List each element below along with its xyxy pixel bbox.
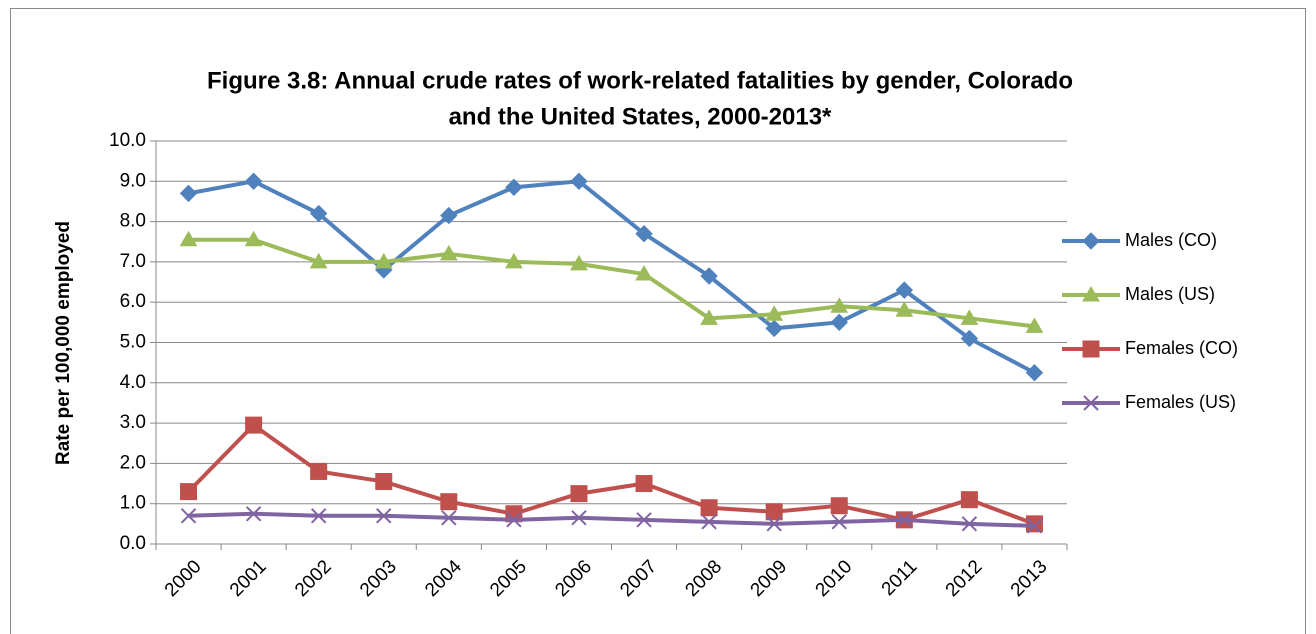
y-tick-label: 7.0 bbox=[120, 251, 146, 272]
marker bbox=[1025, 317, 1044, 333]
y-tick-label: 3.0 bbox=[120, 412, 146, 433]
marker bbox=[440, 206, 458, 225]
marker bbox=[830, 313, 848, 332]
marker bbox=[439, 244, 458, 261]
marker bbox=[180, 483, 198, 501]
marker bbox=[1025, 364, 1044, 382]
y-axis-label: Rate per 100,000 employed bbox=[53, 221, 74, 465]
marker bbox=[1082, 340, 1100, 358]
marker bbox=[1082, 285, 1100, 302]
marker bbox=[765, 503, 783, 521]
marker bbox=[765, 319, 783, 338]
marker bbox=[310, 462, 328, 480]
marker bbox=[960, 491, 978, 509]
y-tick-label: 6.0 bbox=[120, 291, 146, 312]
chart-title: Figure 3.8: Annual crude rates of work-r… bbox=[207, 67, 1073, 94]
marker bbox=[179, 230, 198, 247]
marker bbox=[700, 309, 718, 325]
marker bbox=[896, 512, 913, 528]
y-tick-label: 8.0 bbox=[120, 211, 146, 232]
marker bbox=[960, 329, 979, 348]
marker bbox=[831, 514, 847, 530]
marker bbox=[700, 267, 718, 285]
y-tick-label: 5.0 bbox=[120, 332, 146, 353]
marker bbox=[635, 264, 653, 281]
marker bbox=[895, 301, 914, 317]
y-tick-label: 1.0 bbox=[120, 493, 146, 514]
marker bbox=[309, 204, 328, 223]
marker bbox=[765, 305, 784, 321]
marker bbox=[245, 416, 263, 434]
marker bbox=[830, 297, 849, 313]
marker bbox=[960, 309, 979, 325]
series-line bbox=[188, 237, 1035, 329]
legend-label: Males (CO) bbox=[1125, 230, 1217, 250]
marker bbox=[570, 485, 588, 503]
marker bbox=[570, 172, 588, 191]
chart-border bbox=[10, 8, 1306, 634]
marker bbox=[1026, 518, 1043, 534]
legend-label: Females (US) bbox=[1125, 392, 1236, 412]
chart-title: and the United States, 2000-2013* bbox=[449, 103, 832, 130]
marker bbox=[376, 508, 392, 524]
marker bbox=[1083, 395, 1099, 411]
marker bbox=[505, 252, 523, 269]
marker bbox=[636, 512, 652, 528]
marker bbox=[506, 512, 522, 528]
marker bbox=[1082, 232, 1100, 250]
y-tick-label: 9.0 bbox=[120, 170, 146, 191]
series-line bbox=[188, 179, 1036, 375]
marker bbox=[701, 514, 717, 530]
marker bbox=[245, 506, 262, 522]
marker bbox=[830, 497, 848, 515]
marker bbox=[441, 510, 457, 526]
y-tick-label: 4.0 bbox=[120, 372, 146, 393]
legend-label: Females (CO) bbox=[1125, 338, 1238, 358]
marker bbox=[375, 473, 393, 491]
marker bbox=[635, 224, 653, 243]
series-line bbox=[187, 422, 1036, 526]
marker bbox=[505, 178, 523, 197]
y-tick-label: 10.0 bbox=[109, 130, 146, 151]
marker bbox=[180, 508, 197, 524]
marker bbox=[700, 499, 718, 517]
marker bbox=[895, 281, 914, 299]
marker bbox=[244, 172, 263, 191]
marker bbox=[766, 516, 782, 532]
y-tick-label: 0.0 bbox=[120, 533, 146, 554]
marker bbox=[571, 510, 587, 526]
y-tick-label: 2.0 bbox=[120, 452, 146, 473]
marker bbox=[961, 516, 978, 532]
legend-label: Males (US) bbox=[1125, 284, 1215, 304]
marker bbox=[179, 184, 198, 203]
marker bbox=[309, 252, 328, 269]
marker bbox=[440, 493, 458, 511]
marker bbox=[635, 475, 653, 493]
marker bbox=[244, 230, 263, 247]
marker bbox=[310, 508, 327, 524]
marker bbox=[374, 252, 393, 269]
marker bbox=[570, 254, 588, 271]
series-line bbox=[188, 511, 1035, 528]
